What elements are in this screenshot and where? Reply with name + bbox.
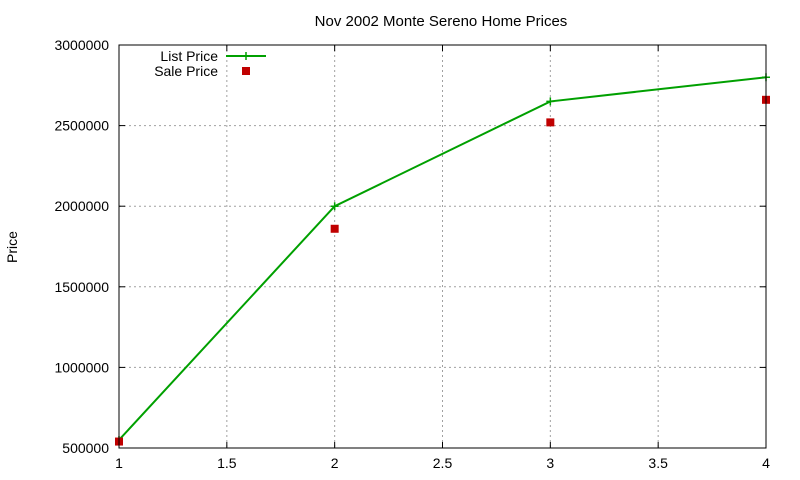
plot-series bbox=[115, 73, 770, 446]
x-tick-label: 4 bbox=[762, 455, 770, 471]
plot-border bbox=[118, 44, 767, 449]
x-tick-label: 1.5 bbox=[217, 455, 237, 471]
x-tick-label: 2 bbox=[331, 455, 339, 471]
y-tick-label: 1000000 bbox=[54, 359, 109, 375]
x-tick-label: 1 bbox=[115, 455, 123, 471]
x-tick-label: 2.5 bbox=[433, 455, 453, 471]
sale-price-point bbox=[546, 118, 555, 127]
list-price-point bbox=[330, 202, 339, 211]
y-axis-label: Price bbox=[4, 231, 20, 263]
sale-price-point bbox=[330, 224, 339, 233]
sale-price-legend-label: Sale Price bbox=[154, 63, 218, 79]
grid bbox=[119, 45, 766, 448]
y-tick-label: 1500000 bbox=[54, 279, 109, 295]
y-tick-label: 500000 bbox=[62, 440, 109, 456]
list-price-line bbox=[118, 76, 767, 441]
y-tick-label: 3000000 bbox=[54, 37, 109, 53]
chart-title: Nov 2002 Monte Sereno Home Prices bbox=[315, 13, 568, 30]
y-tick-label: 2000000 bbox=[54, 198, 109, 214]
x-tick-label: 3 bbox=[546, 455, 554, 471]
list-price-legend-label: List Price bbox=[160, 48, 218, 64]
axes: 1 1.5 2 2.5 3 3.5 4 500000 1000000 1500000 2000000… bbox=[54, 37, 770, 471]
list-price-point bbox=[546, 97, 555, 106]
y-tick-label: 2500000 bbox=[54, 118, 109, 134]
x-tick-label: 3.5 bbox=[648, 455, 668, 471]
list-price-legend-marker bbox=[242, 52, 250, 60]
sale-price-legend-swatch bbox=[242, 67, 250, 75]
